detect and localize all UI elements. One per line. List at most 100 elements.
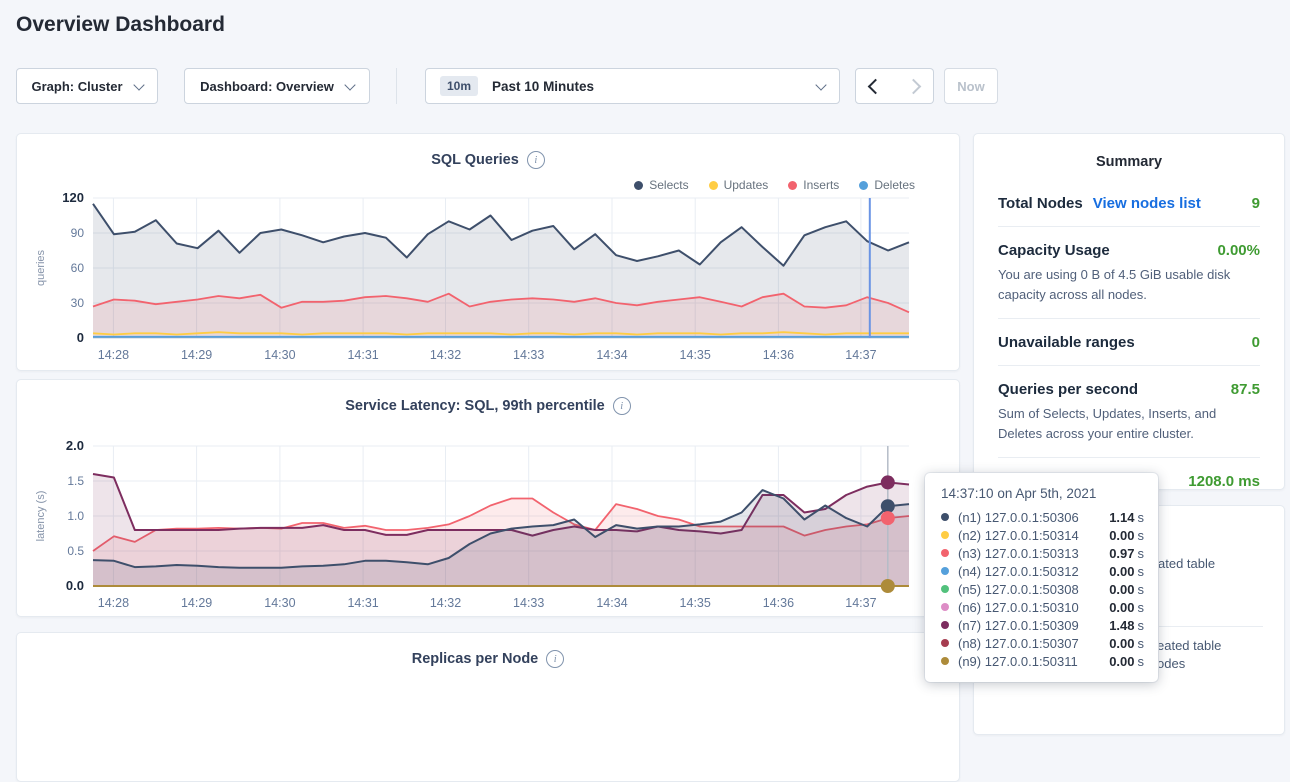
info-icon[interactable]: i	[612, 397, 631, 415]
service-latency-panel: Service Latency: SQL, 99th percentile i …	[16, 379, 960, 617]
svg-text:14:35: 14:35	[680, 596, 711, 610]
node-color-dot-icon	[941, 531, 949, 539]
tooltip-node-value: 0.00 s	[1109, 581, 1144, 597]
chevron-left-icon	[867, 78, 883, 94]
svg-text:2.0: 2.0	[66, 438, 84, 453]
tooltip-node-value: 0.00 s	[1109, 635, 1144, 651]
node-color-dot-icon	[941, 603, 949, 611]
event-item-text: eated table	[1157, 638, 1222, 653]
summary-heading: Summary	[1095, 154, 1163, 170]
legend-dot-icon	[788, 180, 798, 190]
node-color-dot-icon	[941, 621, 949, 629]
tooltip-node-value: 0.97 s	[1109, 545, 1144, 561]
svg-text:14:35: 14:35	[680, 348, 711, 362]
svg-text:14:34: 14:34	[596, 348, 627, 362]
tooltip-node-row: (n7) 127.0.0.1:50309 1.48 s	[941, 616, 1144, 634]
summary-row-desc: You are using 0 B of 4.5 GiB usable disk…	[998, 267, 1231, 302]
service-latency-chart[interactable]: 14:28 14:29 14:30 14:31 14:32 14:33 14:34 14:35…	[31, 436, 947, 623]
summary-row-value: 0.00%	[1217, 242, 1260, 259]
svg-text:1.5: 1.5	[67, 474, 84, 488]
summary-row-label: Queries per second	[998, 381, 1139, 398]
sql-queries-panel: SQL Queries i Selects Updates Inserts Delet…	[16, 133, 960, 371]
svg-text:14:28: 14:28	[98, 348, 129, 362]
svg-text:14:33: 14:33	[513, 596, 544, 610]
summary-rows: Total Nodes View nodes list 9 Capacity Usag…	[974, 180, 1284, 504]
now-button-label: Now	[957, 78, 985, 94]
svg-text:1.0: 1.0	[67, 509, 84, 523]
tooltip-node-row: (n3) 127.0.0.1:50313 0.97 s	[941, 544, 1144, 562]
tooltip-node-label: (n9) 127.0.0.1:50311	[958, 653, 1078, 669]
svg-text:0.0: 0.0	[66, 578, 84, 593]
legend-item-deletes[interactable]: Deletes	[859, 178, 915, 192]
svg-text:14:37: 14:37	[845, 348, 876, 362]
info-icon[interactable]: i	[526, 151, 545, 169]
legend-item-updates[interactable]: Updates	[708, 178, 768, 192]
tooltip-node-value: 1.48 s	[1109, 617, 1144, 633]
tooltip-node-label: (n6) 127.0.0.1:50310	[958, 599, 1079, 615]
tooltip-node-label: (n2) 127.0.0.1:50314	[958, 527, 1079, 543]
tooltip-node-label: (n1) 127.0.0.1:50306	[958, 509, 1079, 525]
svg-text:14:37: 14:37	[845, 596, 876, 610]
event-item-text: ated table	[1158, 556, 1216, 571]
view-nodes-link[interactable]: View nodes list	[1092, 195, 1201, 212]
time-next-button[interactable]	[894, 68, 934, 104]
legend-item-inserts[interactable]: Inserts	[788, 178, 839, 192]
summary-row: Capacity Usage 0.00% You are using 0 B of …	[998, 226, 1260, 318]
summary-panel: Summary Total Nodes View nodes list 9 Capac…	[973, 133, 1285, 490]
node-color-dot-icon	[941, 585, 949, 593]
tooltip-node-label: (n4) 127.0.0.1:50312	[958, 563, 1079, 579]
time-range-dropdown[interactable]: 10m Past 10 Minutes	[425, 68, 840, 104]
legend-dot-icon	[634, 180, 644, 190]
svg-text:queries: queries	[35, 249, 47, 286]
chevron-down-icon	[132, 78, 145, 91]
svg-text:latency (s): latency (s)	[35, 491, 47, 542]
time-prev-button[interactable]	[855, 68, 895, 104]
svg-text:14:32: 14:32	[430, 596, 461, 610]
tooltip-node-label: (n8) 127.0.0.1:50307	[958, 635, 1079, 651]
tooltip-node-row: (n8) 127.0.0.1:50307 0.00 s	[941, 634, 1144, 652]
sql-queries-chart[interactable]: 14:28 14:29 14:30 14:31 14:32 14:33 14:34 14:35…	[31, 188, 947, 375]
svg-text:14:31: 14:31	[347, 596, 378, 610]
tooltip-node-label: (n7) 127.0.0.1:50309	[958, 617, 1079, 633]
replicas-panel: Replicas per Node i	[16, 632, 960, 782]
svg-text:14:28: 14:28	[98, 596, 129, 610]
svg-text:14:31: 14:31	[347, 348, 378, 362]
svg-text:90: 90	[71, 226, 85, 240]
replicas-title: Replicas per Node i	[17, 633, 959, 668]
summary-row-value: 87.5	[1230, 381, 1260, 398]
summary-row: Queries per second 87.5 Sum of Selects, Up…	[998, 365, 1260, 457]
node-color-dot-icon	[941, 657, 949, 665]
svg-text:14:33: 14:33	[513, 348, 544, 362]
tooltip-node-row: (n5) 127.0.0.1:50308 0.00 s	[941, 580, 1144, 598]
tooltip-node-value: 0.00 s	[1109, 563, 1144, 579]
tooltip-node-label: (n5) 127.0.0.1:50308	[958, 581, 1079, 597]
summary-row-value: 9	[1251, 195, 1260, 212]
svg-text:60: 60	[71, 261, 85, 275]
info-icon[interactable]: i	[546, 650, 565, 668]
tooltip-node-row: (n2) 127.0.0.1:50314 0.00 s	[941, 526, 1144, 544]
legend-item-selects[interactable]: Selects	[634, 178, 689, 192]
svg-text:0.5: 0.5	[67, 544, 84, 558]
chart-tooltip: 14:37:10 on Apr 5th, 2021 (n1) 127.0.0.1…	[925, 473, 1158, 682]
tooltip-node-value: 0.00 s	[1109, 527, 1144, 543]
sql-queries-title: SQL Queries i	[17, 134, 959, 169]
time-range-label: Past 10 Minutes	[492, 78, 595, 94]
node-color-dot-icon	[941, 513, 949, 521]
svg-text:14:29: 14:29	[181, 596, 212, 610]
svg-text:14:36: 14:36	[763, 348, 794, 362]
tooltip-timestamp: 14:37:10 on Apr 5th, 2021	[941, 486, 1097, 501]
svg-text:14:34: 14:34	[596, 596, 627, 610]
summary-row: Total Nodes View nodes list 9	[998, 180, 1260, 226]
tooltip-node-value: 0.00 s	[1109, 599, 1144, 615]
summary-row-label: Total Nodes	[998, 195, 1083, 212]
service-latency-title: Service Latency: SQL, 99th percentile i	[17, 380, 959, 415]
summary-row: Unavailable ranges 0	[998, 318, 1260, 365]
svg-text:14:32: 14:32	[430, 348, 461, 362]
time-now-button[interactable]: Now	[944, 68, 998, 104]
controls-divider	[396, 68, 397, 104]
page-title: Overview Dashboard	[16, 13, 225, 36]
dashboard-dropdown[interactable]: Dashboard: Overview	[184, 68, 370, 104]
graph-dropdown[interactable]: Graph: Cluster	[16, 68, 158, 104]
chevron-down-icon	[344, 78, 356, 91]
tooltip-node-value: 0.00 s	[1109, 653, 1144, 669]
